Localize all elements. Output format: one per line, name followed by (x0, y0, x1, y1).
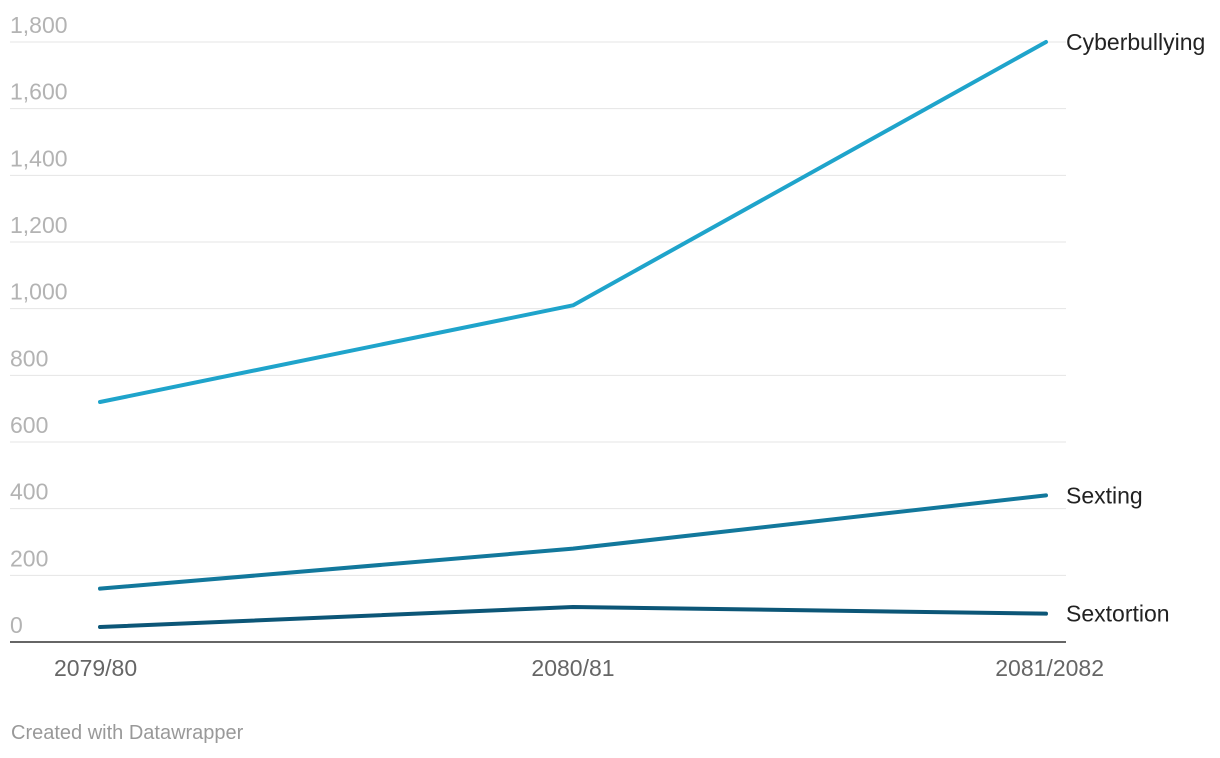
series-line (98, 493, 1048, 591)
x-axis-ticks: 2079/80 2080/81 2081/2082 (54, 655, 1104, 681)
y-axis-ticks: 0 200 400 600 800 1,000 1,200 1,400 1,600 1,800 (10, 12, 68, 638)
y-tick-label: 1,000 (10, 279, 68, 305)
y-tick-label: 600 (10, 412, 48, 438)
series-label: Sexting (1066, 482, 1143, 508)
gridlines (10, 41, 1066, 643)
y-tick-label: 1,800 (10, 12, 68, 38)
y-tick-label: 0 (10, 612, 23, 638)
series-lines (98, 40, 1048, 629)
series-labels: Cyberbullying Sexting Sextortion (1066, 29, 1205, 627)
line-chart: 0 200 400 600 800 1,000 1,200 1,400 1,600 1,800 2… (10, 12, 1205, 681)
x-tick-label: 2080/81 (531, 655, 614, 681)
series-label: Cyberbullying (1066, 29, 1205, 55)
y-tick-label: 400 (10, 479, 48, 505)
y-tick-label: 1,600 (10, 79, 68, 105)
x-tick-label: 2079/80 (54, 655, 137, 681)
series-line (98, 40, 1048, 404)
y-tick-label: 1,200 (10, 212, 68, 238)
y-tick-label: 1,400 (10, 145, 68, 171)
datawrapper-credit: Created with Datawrapper (11, 722, 244, 744)
y-tick-label: 200 (10, 545, 48, 571)
y-tick-label: 800 (10, 345, 48, 371)
series-label: Sextortion (1066, 601, 1170, 627)
x-tick-label: 2081/2082 (995, 655, 1104, 681)
series-line (98, 605, 1048, 629)
